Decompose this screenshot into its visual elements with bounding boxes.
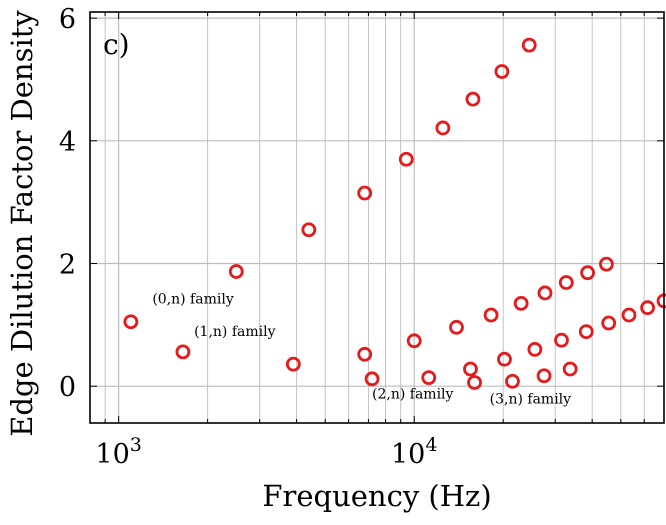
x-axis-title: Frequency (Hz) xyxy=(262,479,491,513)
data-point xyxy=(494,64,510,79)
y-tick-labels: 0 2 4 6 xyxy=(59,4,76,403)
data-point xyxy=(537,285,553,301)
minor-gridlines xyxy=(89,12,665,423)
panel-label: c) xyxy=(103,28,130,61)
data-points xyxy=(123,37,666,390)
x-tick-label: 103 xyxy=(95,434,141,470)
data-point xyxy=(406,333,422,349)
data-point xyxy=(497,351,512,367)
major-gridlines xyxy=(90,12,664,423)
data-point xyxy=(521,37,537,53)
data-point xyxy=(463,361,478,377)
data-point xyxy=(536,368,552,384)
data-point xyxy=(554,332,569,348)
data-point xyxy=(558,275,574,290)
x-tick-labels: 103 104 xyxy=(95,434,437,470)
annotations: (0,n) family (1,n) family (2,n) family (3,n… xyxy=(152,291,571,407)
y-tick-label: 4 xyxy=(59,127,76,158)
x-tick-label: 104 xyxy=(391,434,437,470)
data-point xyxy=(527,341,543,357)
data-point xyxy=(123,314,139,330)
family-annotation: (1,n) family xyxy=(194,324,276,340)
data-point xyxy=(483,307,499,323)
family-annotation: (0,n) family xyxy=(152,291,234,307)
data-point xyxy=(562,361,578,377)
data-point xyxy=(285,356,301,372)
data-point xyxy=(505,373,520,389)
data-point xyxy=(467,375,482,390)
data-point xyxy=(578,324,594,339)
data-point xyxy=(357,185,373,201)
data-point xyxy=(599,256,614,272)
data-point xyxy=(621,307,637,323)
data-point xyxy=(640,300,655,316)
data-point xyxy=(228,264,244,279)
y-axis-title: Edge Dilution Factor Density xyxy=(5,10,39,437)
y-tick-label: 0 xyxy=(59,372,76,403)
y-tick-label: 2 xyxy=(59,250,76,281)
data-point xyxy=(601,315,617,331)
family-annotation: (2,n) family xyxy=(372,386,454,402)
data-point xyxy=(364,371,380,387)
data-point xyxy=(465,91,481,107)
data-point xyxy=(513,295,529,311)
data-point xyxy=(398,151,414,167)
data-point xyxy=(580,265,595,281)
y-tick-label: 6 xyxy=(59,4,76,35)
plot-frame xyxy=(89,11,665,424)
data-point xyxy=(301,222,317,238)
axis-ticks xyxy=(89,12,665,423)
data-point xyxy=(357,346,373,362)
data-point xyxy=(175,344,191,360)
data-point xyxy=(449,319,464,335)
data-point xyxy=(421,370,437,386)
family-annotation: (3,n) family xyxy=(490,391,572,407)
data-point xyxy=(435,120,451,136)
